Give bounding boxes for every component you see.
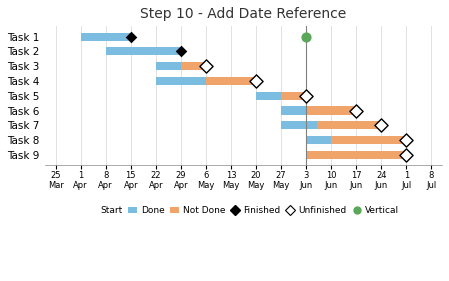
Title: Step 10 - Add Date Reference: Step 10 - Add Date Reference [141, 7, 347, 21]
Point [352, 108, 360, 113]
Bar [281, 92, 306, 100]
Bar [306, 106, 356, 115]
Bar [306, 151, 406, 159]
Bar [331, 136, 406, 144]
Bar [306, 136, 331, 144]
Point [403, 138, 410, 142]
Point [202, 64, 210, 69]
Bar [281, 106, 306, 115]
Bar [156, 77, 206, 85]
Bar [156, 62, 181, 70]
Bar [281, 121, 317, 129]
Point [127, 34, 134, 39]
Bar [256, 92, 281, 100]
Legend: Start, Done, Not Done, Finished, Unfinished, Vertical: Start, Done, Not Done, Finished, Unfinis… [84, 203, 403, 219]
Point [177, 49, 185, 54]
Point [252, 79, 260, 83]
Bar [81, 33, 131, 41]
Point [403, 153, 410, 157]
Point [378, 123, 385, 128]
Bar [181, 62, 206, 70]
Bar [206, 77, 256, 85]
Point [303, 34, 310, 39]
Bar [317, 121, 381, 129]
Point [303, 94, 310, 98]
Bar [106, 47, 181, 55]
